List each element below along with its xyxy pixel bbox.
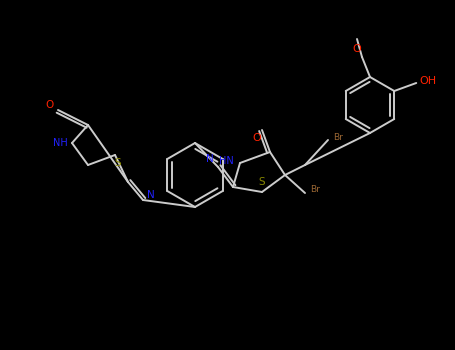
Text: OH: OH	[420, 76, 437, 86]
Text: N: N	[147, 190, 155, 200]
Text: HN: HN	[218, 156, 233, 166]
Text: S: S	[115, 158, 121, 168]
Text: N: N	[206, 154, 214, 164]
Text: Br: Br	[310, 184, 320, 194]
Text: O: O	[253, 133, 261, 143]
Text: O: O	[353, 44, 361, 54]
Text: S: S	[259, 177, 265, 187]
Text: NH: NH	[53, 138, 67, 148]
Text: Br: Br	[333, 133, 343, 142]
Text: O: O	[46, 100, 54, 110]
